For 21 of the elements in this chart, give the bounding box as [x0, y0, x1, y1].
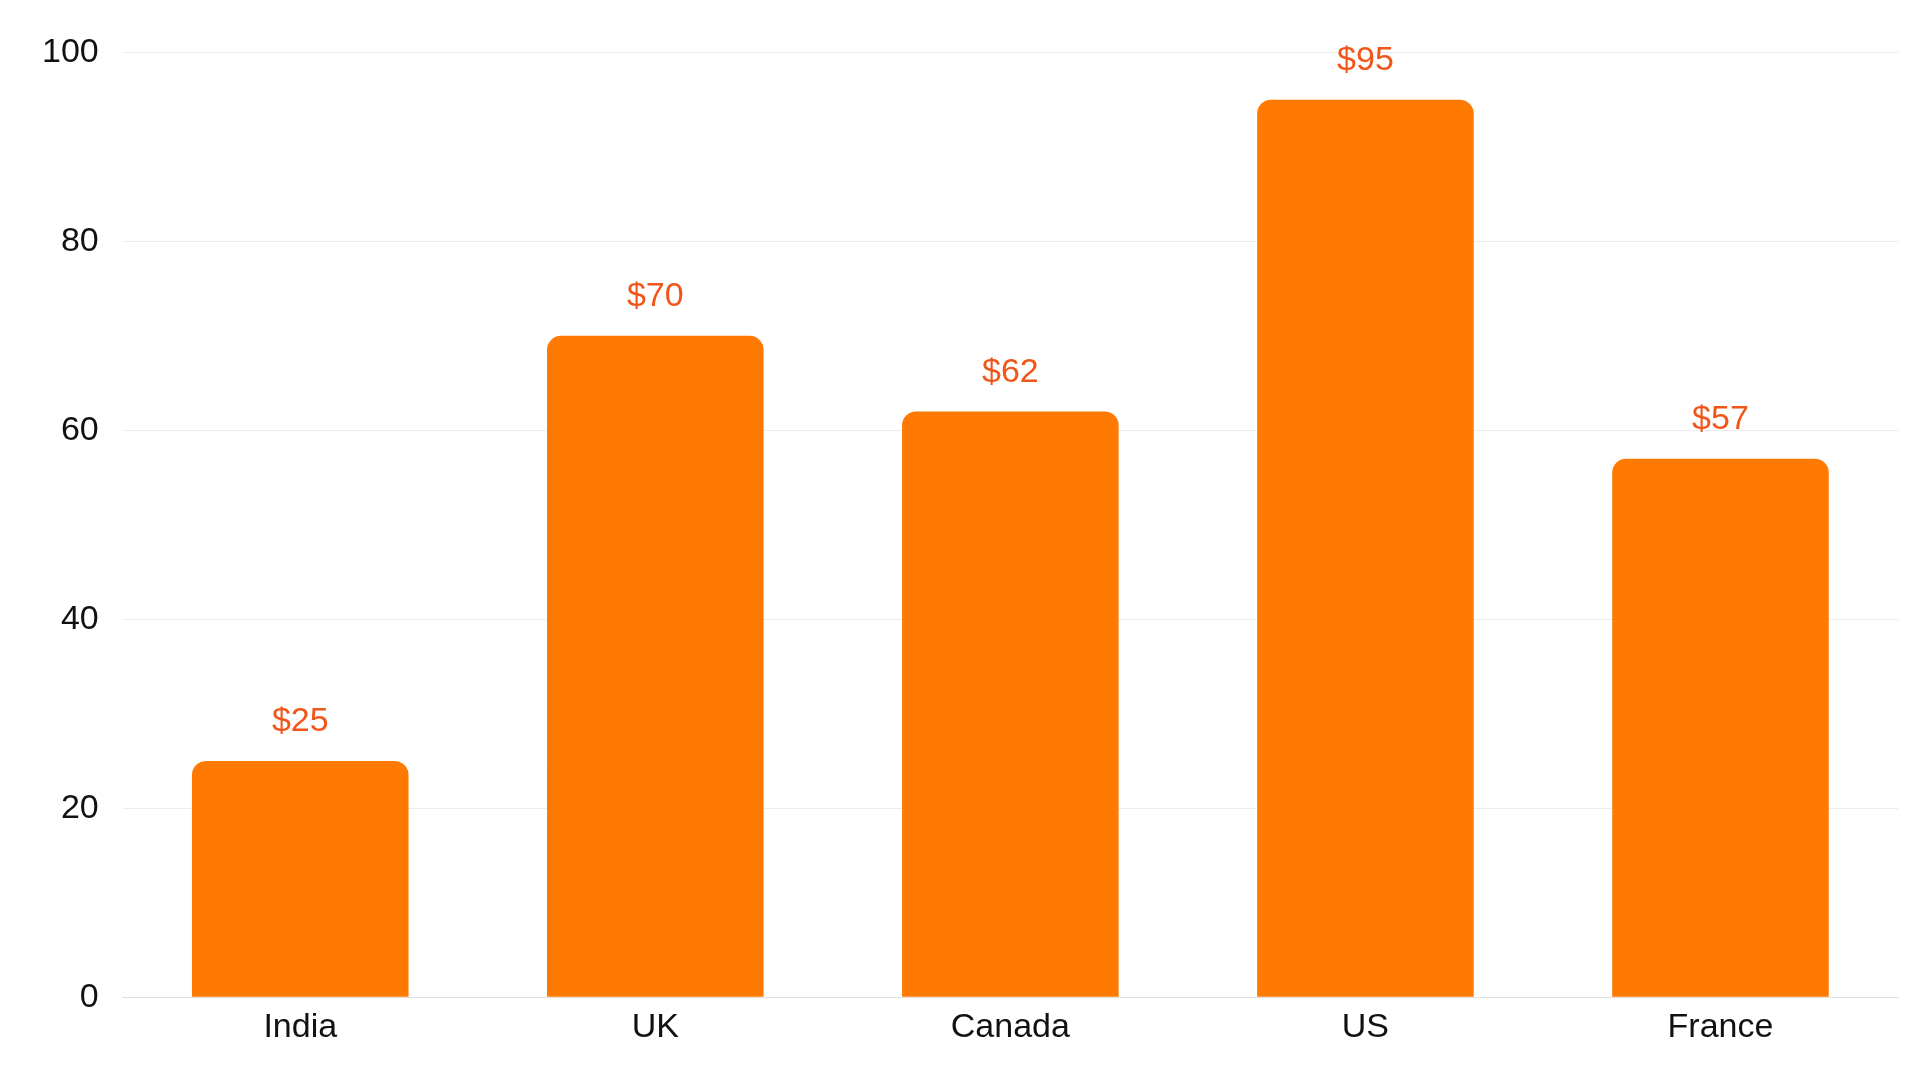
bar — [902, 411, 1119, 997]
x-tick-label: France — [1667, 1005, 1774, 1044]
data-label: $25 — [271, 700, 329, 739]
bar — [1612, 458, 1829, 997]
bar — [1257, 99, 1474, 997]
data-label: $57 — [1692, 398, 1749, 437]
x-tick-label: UK — [631, 1005, 680, 1044]
x-tick-label: India — [263, 1005, 338, 1044]
data-label: $70 — [626, 275, 684, 314]
bar — [547, 335, 764, 997]
x-tick-label: Canada — [950, 1005, 1070, 1044]
data-label: $62 — [982, 350, 1039, 389]
bar — [191, 761, 409, 997]
y-tick-label: 20 — [60, 786, 99, 825]
data-label: $95 — [1337, 39, 1394, 78]
x-tick-label: US — [1341, 1005, 1390, 1044]
y-tick-label: 80 — [60, 219, 99, 258]
y-tick-label: 100 — [41, 30, 99, 69]
y-tick-label: 40 — [60, 597, 99, 636]
y-tick-label: 60 — [60, 408, 99, 447]
y-tick-label: 0 — [79, 975, 99, 1014]
